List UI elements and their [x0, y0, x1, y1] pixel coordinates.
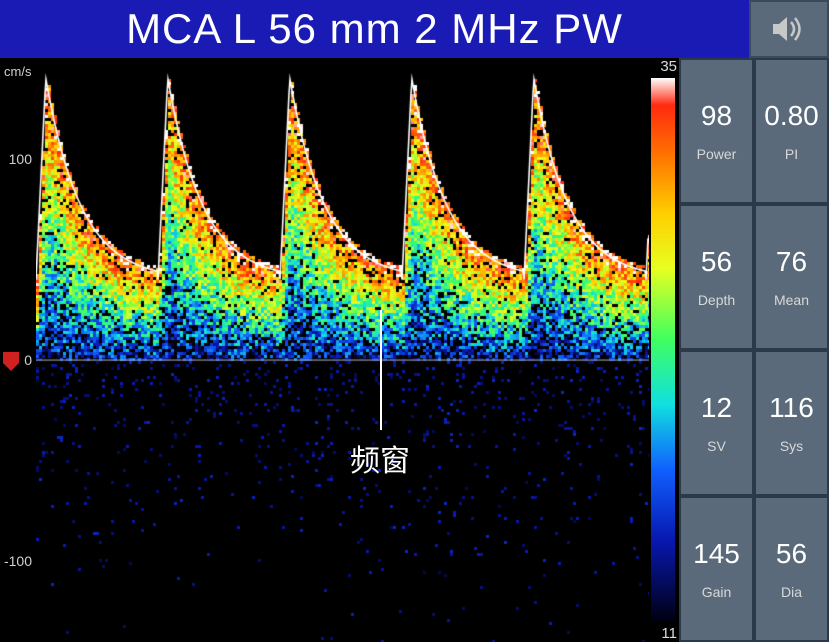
param-dia-label: Dia: [781, 584, 802, 600]
param-sys[interactable]: 116 Sys: [754, 350, 829, 496]
speaker-icon: [771, 14, 807, 44]
param-sys-value: 116: [769, 392, 814, 424]
param-power[interactable]: 98 Power: [679, 58, 754, 204]
colorbar-max: 35: [660, 58, 677, 75]
param-pi-label: PI: [785, 146, 798, 162]
param-sv[interactable]: 12 SV: [679, 350, 754, 496]
param-sv-label: SV: [707, 438, 726, 454]
y-unit-label: cm/s: [4, 64, 31, 79]
param-dia[interactable]: 56 Dia: [754, 496, 829, 642]
parameter-panel: 98 Power 0.80 PI 56 Depth 76 Mean 12 SV 116 Sys 145 G…: [679, 58, 829, 642]
param-depth-value: 56: [701, 246, 732, 278]
param-mean-label: Mean: [774, 292, 809, 308]
y-tick-0: 0: [24, 352, 32, 368]
param-depth[interactable]: 56 Depth: [679, 204, 754, 350]
param-sv-value: 12: [701, 392, 732, 424]
param-power-label: Power: [697, 146, 737, 162]
speaker-button[interactable]: [749, 0, 829, 58]
param-gain[interactable]: 145 Gain: [679, 496, 754, 642]
param-pi[interactable]: 0.80 PI: [754, 58, 829, 204]
param-pi-value: 0.80: [764, 100, 819, 132]
y-tick-100: 100: [9, 151, 32, 167]
title-bar: MCA L 56 mm 2 MHz PW: [0, 0, 749, 58]
spectrogram-display: cm/s 100 0 -100 频窗: [0, 58, 649, 642]
param-depth-label: Depth: [698, 292, 735, 308]
param-dia-value: 56: [776, 538, 807, 570]
annotation-label: 频窗: [350, 436, 410, 480]
colorbar-min: 11: [661, 625, 677, 642]
exam-title: MCA L 56 mm 2 MHz PW: [126, 5, 623, 53]
param-gain-label: Gain: [702, 584, 732, 600]
param-mean[interactable]: 76 Mean: [754, 204, 829, 350]
param-sys-label: Sys: [780, 438, 803, 454]
annotation-line: [380, 310, 382, 430]
colorbar: 35 11: [649, 58, 679, 642]
baseline-marker-icon: [0, 349, 22, 371]
y-tick-neg100: -100: [4, 553, 32, 569]
param-gain-value: 145: [693, 538, 740, 570]
param-power-value: 98: [701, 100, 732, 132]
param-mean-value: 76: [776, 246, 807, 278]
